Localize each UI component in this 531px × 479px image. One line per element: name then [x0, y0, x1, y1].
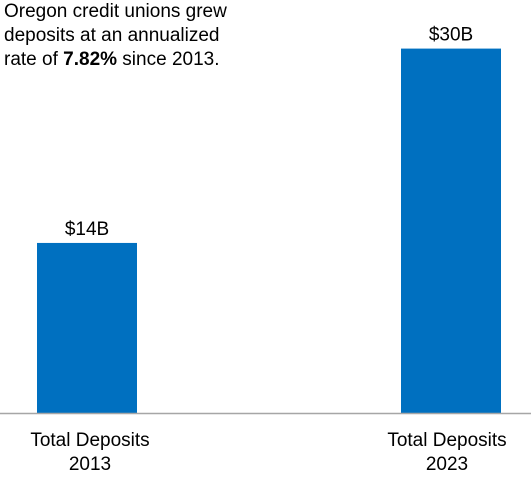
annotation-line-2: deposits at an annualized: [4, 25, 220, 46]
data-label-1: $30B: [429, 25, 473, 46]
bar-1: [401, 48, 501, 414]
category-label-0: Total Deposits 2013: [0, 429, 180, 477]
annotation-line-3: rate of 7.82% since 2013.: [4, 48, 324, 72]
annotation-line-1: Oregon credit unions grew: [4, 1, 227, 22]
data-label-0: $14B: [65, 219, 109, 240]
annotation-rate-prefix: rate of: [4, 49, 64, 70]
annotation-rate-suffix: since 2013.: [117, 49, 220, 70]
category-label-1-line-1: 2023: [425, 454, 469, 475]
bar-0: [37, 242, 137, 413]
category-label-0-line-1: 2013: [68, 454, 112, 475]
chart-annotation: Oregon credit unions grew deposits at an…: [4, 0, 324, 72]
category-label-1-line-0: Total Deposits: [387, 430, 507, 451]
category-label-1: Total Deposits 2023: [357, 429, 531, 477]
category-label-0-line-0: Total Deposits: [30, 430, 150, 451]
annotation-rate-value: 7.82%: [63, 49, 118, 70]
